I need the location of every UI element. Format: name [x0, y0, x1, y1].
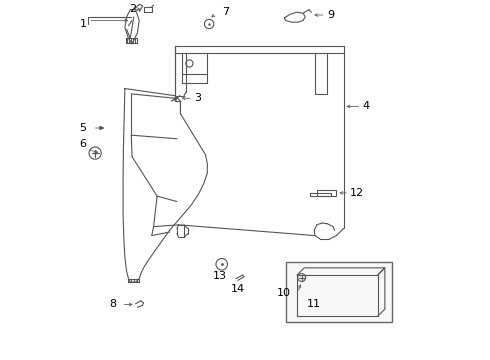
Bar	[286, 262, 392, 321]
Text: 9: 9	[327, 10, 334, 20]
Text: 11: 11	[307, 299, 320, 309]
Text: 12: 12	[350, 188, 364, 198]
Text: 8: 8	[109, 300, 117, 310]
Text: 2: 2	[129, 4, 137, 14]
Text: 10: 10	[277, 288, 291, 298]
Text: 3: 3	[194, 93, 201, 103]
Text: 5: 5	[79, 123, 87, 133]
Text: 7: 7	[221, 7, 229, 17]
Text: 6: 6	[79, 139, 86, 149]
Text: 13: 13	[213, 271, 227, 281]
Text: 1: 1	[80, 19, 87, 29]
Text: 4: 4	[363, 102, 370, 112]
Text: 14: 14	[231, 284, 245, 294]
Bar	[317, 190, 337, 196]
